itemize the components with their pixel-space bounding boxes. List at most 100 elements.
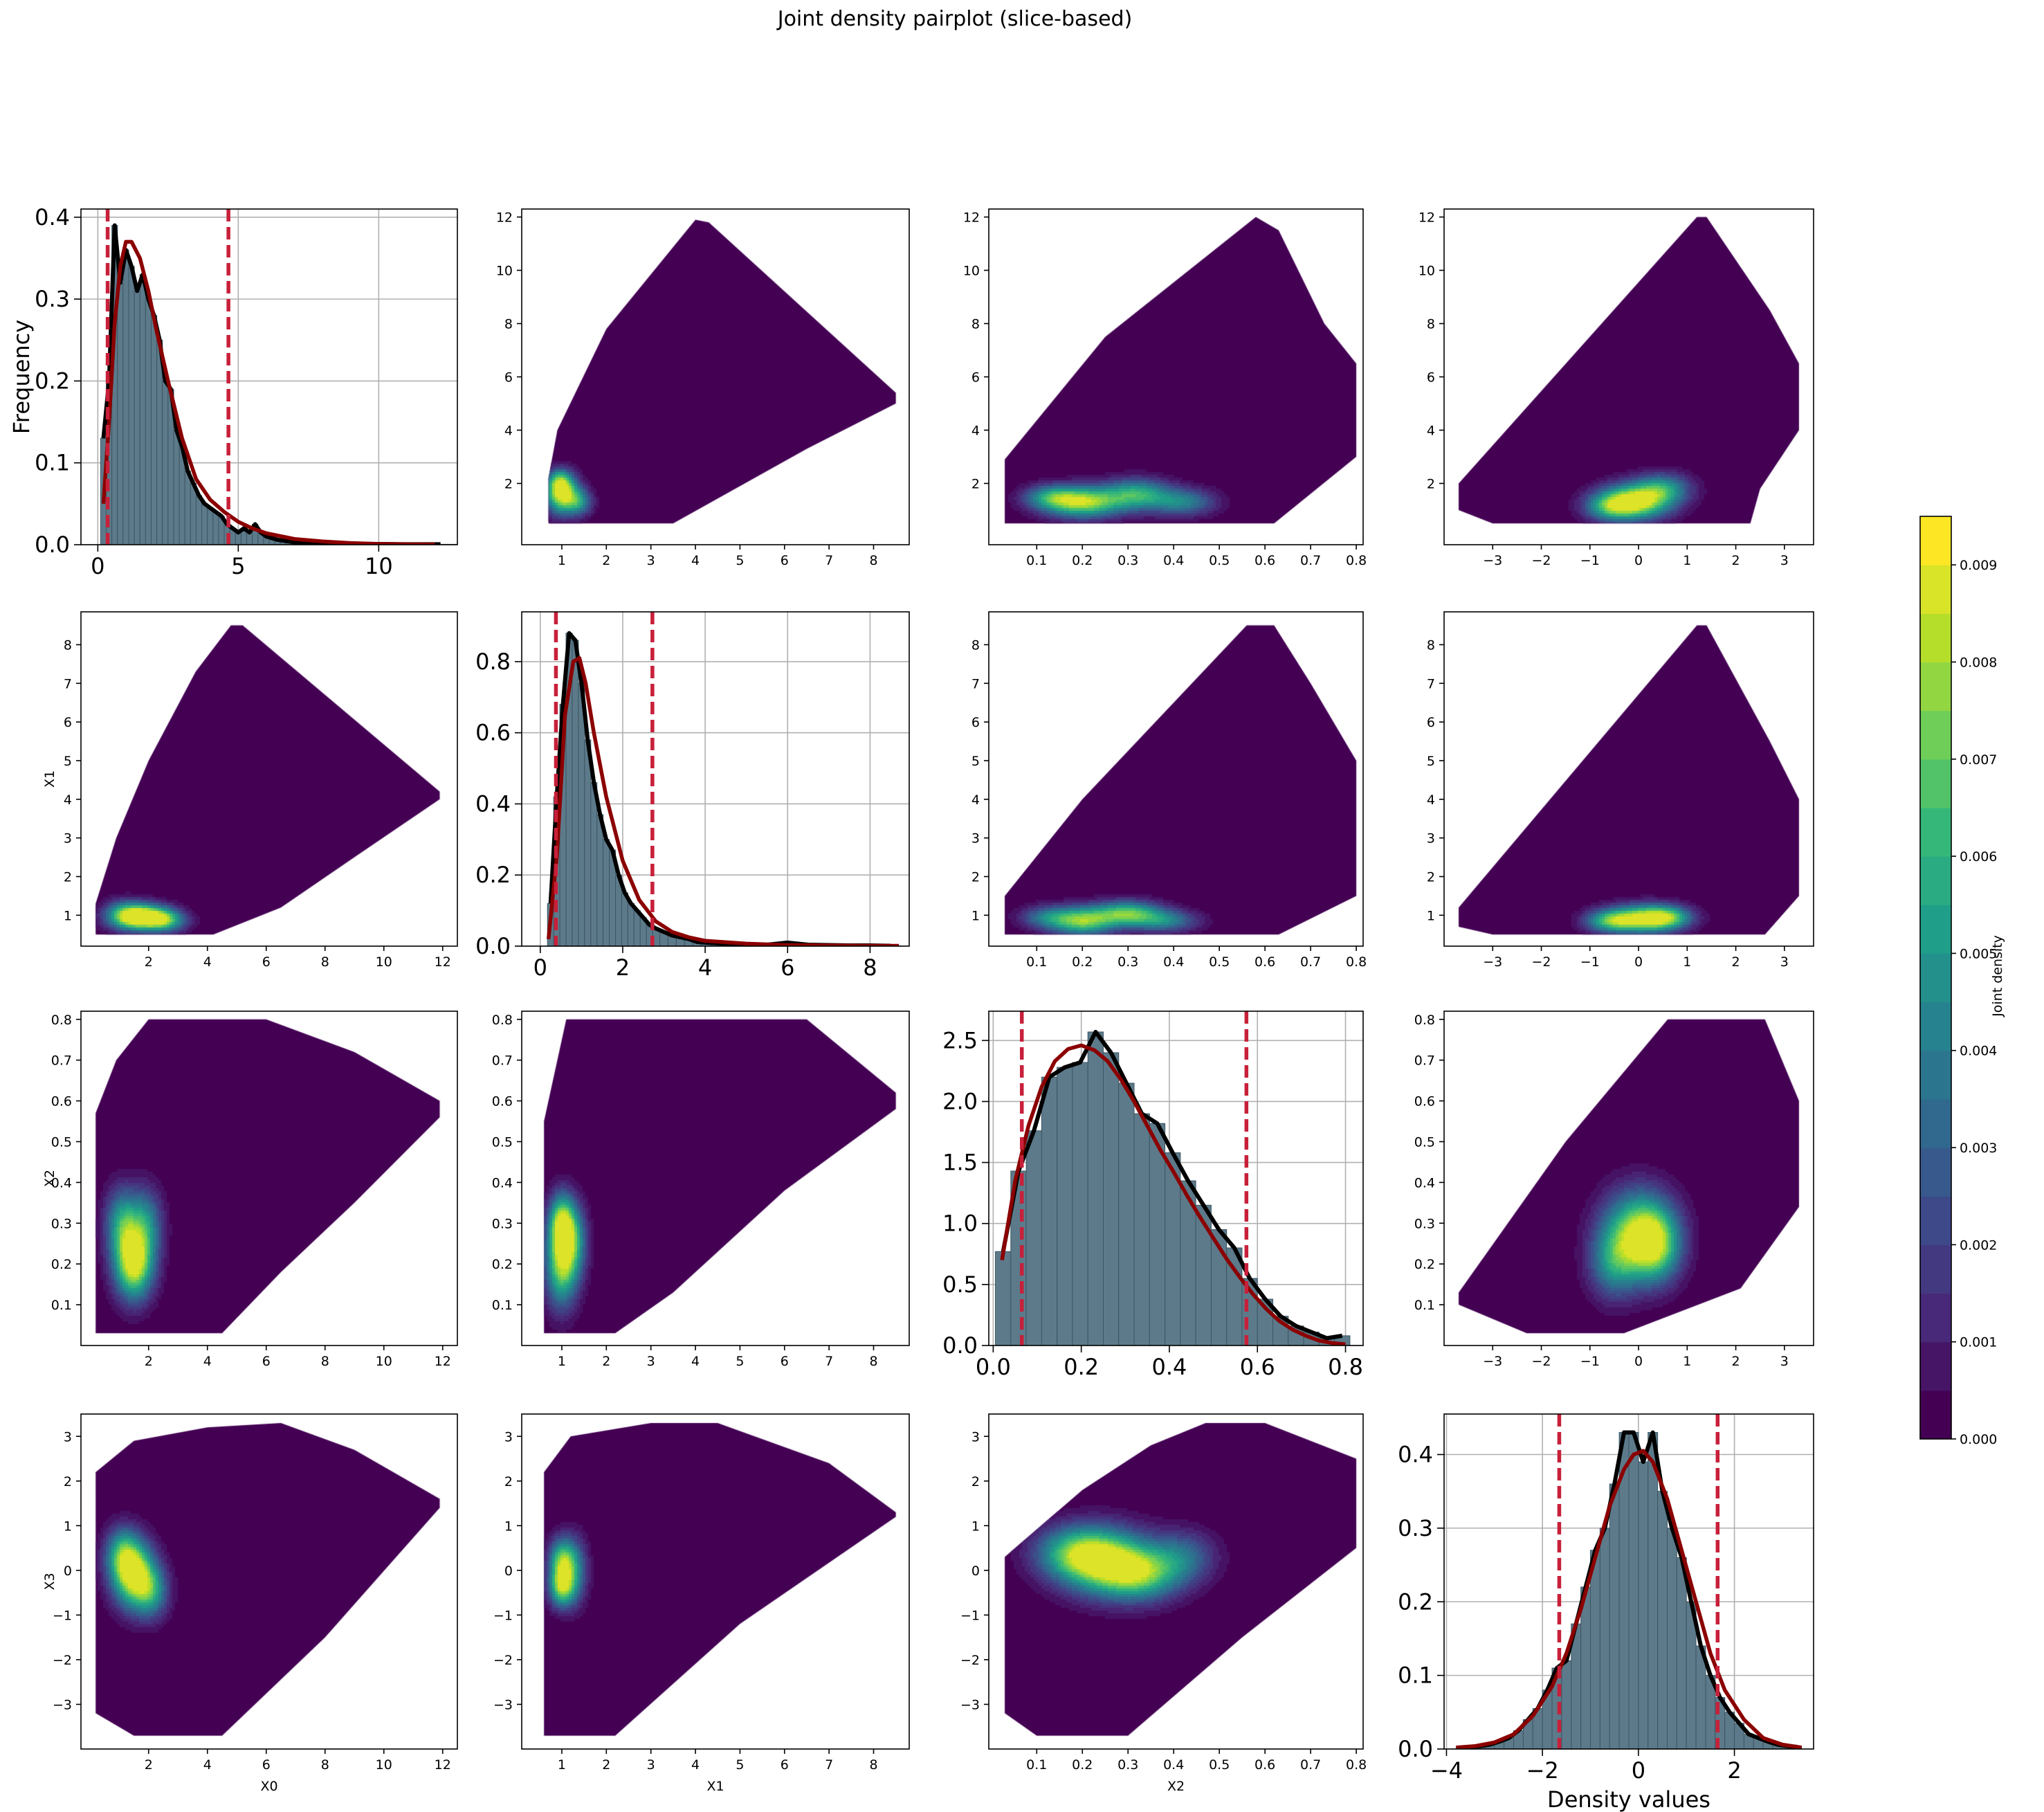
- y-tick-label: 0.0: [35, 532, 70, 558]
- x-tick-label: 8: [869, 1354, 877, 1369]
- x-tick-label: 5: [736, 1354, 744, 1369]
- y-tick-label: 2.0: [942, 1088, 978, 1114]
- x-tick-label: −1: [1580, 954, 1600, 970]
- joint-density-contour: [1444, 209, 1814, 545]
- density-fit-curve: [1456, 1449, 1803, 1749]
- subplot-r2-c1: 1 2 3 4 5 6 7 8 0.1 0.2 0.3 0.4 0.5 0.6 0.7 0.8: [492, 1011, 910, 1369]
- density-fit-curve: [1000, 1043, 1346, 1346]
- x-tick-label: 8: [321, 1354, 329, 1369]
- plot-area: [1444, 1414, 1814, 1749]
- axes-frame: [80, 1011, 458, 1346]
- histogram-bar: [1102, 1052, 1120, 1346]
- axes-frame: [988, 1011, 1364, 1346]
- x-tick-label: 0.8: [1328, 1354, 1363, 1380]
- x-tick-label: 2: [145, 1757, 153, 1773]
- y-tick-label: 2: [971, 869, 980, 885]
- y-tick-label: 1: [504, 1519, 513, 1534]
- density-fit-curve: [101, 239, 435, 545]
- histogram-bar: [584, 739, 592, 946]
- histogram-bar: [1599, 1528, 1610, 1749]
- x-tick-label: 8: [869, 1757, 877, 1773]
- y-tick-label: 0.3: [1398, 1515, 1433, 1541]
- y-tick-label: 0.1: [51, 1298, 72, 1313]
- plot-area: [81, 1414, 457, 1749]
- x-tick-label: 10: [365, 553, 393, 579]
- joint-density-contour: [522, 1011, 909, 1346]
- histogram-bar: [162, 380, 169, 545]
- x-tick-label: 12: [435, 1354, 451, 1369]
- x-tick-label: 0.2: [1072, 954, 1093, 970]
- y-tick-label: 1: [971, 908, 980, 923]
- subplot-r2-c0: 2 4 6 8 10 12 0.1 0.2 0.3 0.4 0.5 0.6 0.7 0.8 X2: [42, 1011, 458, 1369]
- histogram-bar: [1195, 1204, 1212, 1346]
- histogram-bar: [1628, 1432, 1639, 1749]
- histogram-bar: [578, 682, 585, 946]
- y-tick-label: 0.7: [51, 1053, 72, 1069]
- colorbar-band: [1920, 1050, 1951, 1100]
- histogram-bar: [122, 249, 129, 545]
- y-tick-label: 0.4: [51, 1175, 72, 1190]
- histogram-bar: [1072, 1062, 1088, 1346]
- histogram-bar: [596, 814, 604, 946]
- histogram-bar: [1087, 1031, 1104, 1346]
- y-axis-label: Frequency: [8, 320, 35, 434]
- x-tick-label: −3: [1483, 954, 1502, 970]
- x-axis-label: X2: [1167, 1779, 1185, 1794]
- y-tick-label: 0: [64, 1564, 72, 1579]
- y-tick-label: 3: [504, 1429, 513, 1444]
- histogram-bar: [184, 471, 191, 545]
- histogram-bar: [627, 903, 635, 946]
- x-tick-label: 2: [1732, 553, 1740, 568]
- x-tick-label: 4: [203, 954, 212, 970]
- y-tick-label: 0.5: [492, 1134, 513, 1150]
- y-tick-label: −1: [960, 1608, 980, 1623]
- y-tick-label: 0.6: [1414, 1094, 1435, 1109]
- axes-frame: [521, 1413, 910, 1750]
- x-tick-label: 0.5: [1209, 1757, 1230, 1773]
- x-tick-label: 10: [376, 1354, 392, 1369]
- y-tick-label: 4: [971, 423, 980, 438]
- y-tick-label: 4: [1427, 792, 1435, 808]
- y-tick-label: 10: [1418, 264, 1435, 279]
- axes-frame: [521, 1011, 910, 1346]
- colorbar-band: [1920, 565, 1951, 614]
- x-tick-label: 7: [825, 1757, 833, 1773]
- y-tick-label: 0.2: [1398, 1588, 1433, 1615]
- x-tick-label: 0: [91, 553, 104, 579]
- y-tick-label: 8: [1427, 637, 1435, 653]
- y-tick-label: 2: [504, 1474, 513, 1489]
- x-tick-label: −1: [1580, 553, 1600, 568]
- x-tick-label: 0.6: [1254, 553, 1275, 568]
- x-tick-label: 6: [262, 1757, 271, 1773]
- x-tick-label: 0.1: [1026, 954, 1047, 970]
- axes-frame: [1443, 1413, 1814, 1750]
- y-tick-label: −3: [493, 1697, 513, 1712]
- plot-area: [989, 1011, 1363, 1346]
- subplot-r1-c3: −3 −2 −1 0 1 2 3 1 2 3 4 5 6 7 8: [1427, 611, 1814, 970]
- colorbar-tick-label: 0.001: [1960, 1335, 1997, 1350]
- y-tick-label: 0.1: [1414, 1298, 1435, 1313]
- y-tick-label: 0.8: [492, 1013, 513, 1028]
- histogram-bar: [1580, 1586, 1591, 1749]
- y-tick-label: 8: [504, 317, 513, 332]
- plot-area: [989, 612, 1363, 946]
- y-tick-label: 1: [64, 1519, 72, 1534]
- histogram-bar: [1057, 1067, 1073, 1346]
- histogram-bar: [590, 782, 598, 946]
- x-tick-label: 3: [1780, 954, 1789, 970]
- histogram-bar: [139, 274, 146, 545]
- y-tick-label: 1.0: [942, 1211, 978, 1237]
- x-tick-label: 3: [647, 1757, 655, 1773]
- y-tick-label: −3: [960, 1697, 980, 1712]
- x-tick-label: 3: [1780, 1354, 1789, 1369]
- x-tick-label: 0.4: [1163, 954, 1184, 970]
- y-tick-label: 3: [64, 1429, 72, 1444]
- y-tick-label: 4: [64, 792, 72, 808]
- y-tick-label: 0.3: [51, 1216, 72, 1231]
- axes-frame: [521, 611, 910, 947]
- x-tick-label: 0.8: [1346, 553, 1367, 568]
- joint-density-contour: [81, 612, 457, 946]
- y-tick-label: 3: [64, 831, 72, 846]
- colorbar-tick-label: 0.008: [1960, 655, 1997, 670]
